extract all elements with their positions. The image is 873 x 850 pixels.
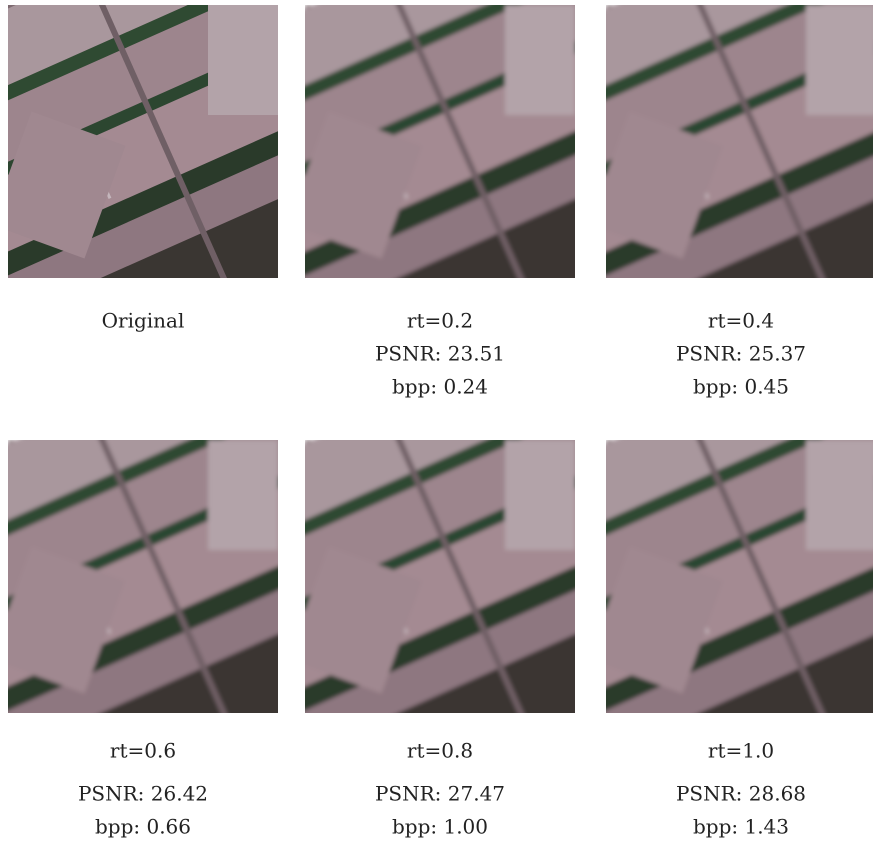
caption-line: bpp: 1.00: [392, 815, 488, 839]
caption-line: PSNR: 26.42: [78, 782, 208, 806]
caption-line: PSNR: 28.68: [676, 782, 806, 806]
caption-line: PSNR: 23.51: [375, 342, 505, 366]
caption-line: bpp: 0.66: [95, 815, 191, 839]
caption-line: PSNR: 25.37: [676, 342, 806, 366]
caption-line: bpp: 1.43: [693, 815, 789, 839]
caption-line: PSNR: 27.47: [375, 782, 505, 806]
caption-line: rt=0.4: [708, 309, 774, 333]
caption-line: rt=0.6: [110, 739, 176, 763]
caption-line: Original: [102, 309, 185, 333]
caption-line: rt=0.8: [407, 739, 473, 763]
caption-line: bpp: 0.45: [693, 375, 789, 399]
caption-line: bpp: 0.24: [392, 375, 488, 399]
figure: Original rt=0.2 PSNR: 23.51 bpp: 0.24 rt=0.4…: [0, 0, 873, 846]
page: Original rt=0.2 PSNR: 23.51 bpp: 0.24 rt=0.4…: [0, 0, 873, 846]
caption-line: rt=0.2: [407, 309, 473, 333]
caption-line: rt=1.0: [708, 739, 774, 763]
